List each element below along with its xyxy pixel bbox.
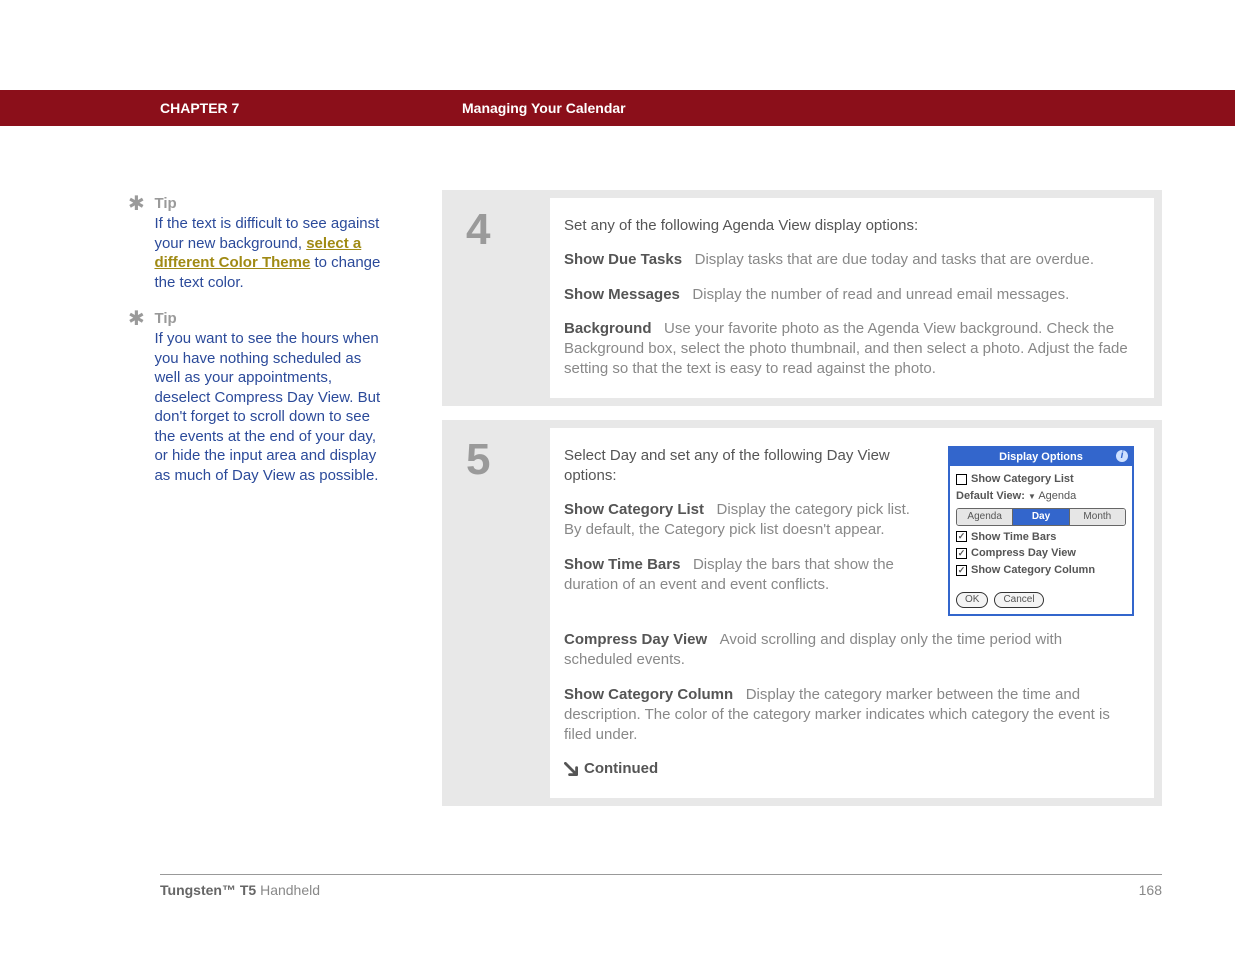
check-row: Show Time Bars (956, 530, 1126, 545)
check-row: Compress Day View (956, 546, 1126, 561)
option-label: Show Category Column (564, 686, 733, 703)
step-number: 5 (442, 420, 550, 806)
asterisk-icon: ✱ (128, 195, 150, 213)
chapter-title: Managing Your Calendar (462, 100, 626, 116)
option-label: Show Time Bars (564, 556, 680, 573)
option-row: Show Messages Display the number of read… (564, 285, 1134, 305)
info-icon[interactable]: i (1116, 450, 1128, 462)
check-row: Show Category Column (956, 563, 1126, 578)
chapter-number: CHAPTER 7 (160, 100, 239, 116)
dialog-title-text: Display Options (999, 451, 1083, 463)
default-view-value: Agenda (1038, 490, 1076, 502)
tab-agenda[interactable]: Agenda (957, 509, 1012, 525)
option-label: Show Category List (564, 501, 704, 518)
footer: Tungsten™ T5 Handheld 168 (160, 882, 1162, 898)
checkbox-show-category-list[interactable] (956, 474, 967, 485)
checkbox-show-time-bars[interactable] (956, 531, 967, 542)
step-number: 4 (442, 190, 550, 406)
step-body: Select Day and set any of the following … (550, 428, 1154, 798)
option-row: Show Time Bars Display the bars that sho… (564, 555, 930, 596)
option-label: Background (564, 320, 652, 337)
option-label: Compress Day View (564, 631, 707, 648)
footer-brand-rest: Handheld (256, 882, 320, 898)
option-label: Show Due Tasks (564, 251, 682, 268)
option-row: Compress Day View Avoid scrolling and di… (564, 630, 1134, 671)
option-desc: Display the number of read and unread em… (692, 286, 1069, 303)
option-row: Show Due Tasks Display tasks that are du… (564, 250, 1134, 270)
view-tabs: Agenda Day Month (956, 508, 1126, 526)
chevron-down-icon: ▼ (1028, 492, 1036, 501)
sidebar-tips: ✱ Tip If the text is difficult to see ag… (128, 195, 398, 503)
page-number: 168 (1139, 882, 1162, 898)
tip-block: ✱ Tip If the text is difficult to see ag… (128, 195, 398, 292)
dialog-titlebar: Display Options i (950, 448, 1132, 467)
step-4: 4 Set any of the following Agenda View d… (442, 190, 1162, 406)
checkbox-label: Compress Day View (971, 546, 1076, 561)
asterisk-icon: ✱ (128, 310, 150, 328)
checkbox-compress-day-view[interactable] (956, 548, 967, 559)
option-row: Show Category Column Display the categor… (564, 685, 1134, 746)
option-desc: Display tasks that are due today and tas… (695, 251, 1094, 268)
tip-text: If the text is difficult to see against … (154, 214, 384, 292)
step-intro: Select Day and set any of the following … (564, 446, 930, 487)
option-row: Show Category List Display the category … (564, 500, 930, 541)
chapter-header: CHAPTER 7 Managing Your Calendar (0, 90, 1235, 126)
tab-month[interactable]: Month (1069, 509, 1125, 525)
continued-arrow-icon (564, 762, 578, 776)
dialog-buttons: OK Cancel (950, 586, 1132, 614)
footer-brand-bold: Tungsten™ T5 (160, 882, 256, 898)
cancel-button[interactable]: Cancel (994, 592, 1043, 608)
footer-brand: Tungsten™ T5 Handheld (160, 882, 320, 898)
dialog-body: Show Category List Default View: ▼ Agend… (950, 466, 1132, 586)
ok-button[interactable]: OK (956, 592, 988, 608)
default-view-label: Default View: (956, 490, 1025, 502)
continued-row[interactable]: Continued (564, 759, 1134, 779)
checkbox-show-category-column[interactable] (956, 565, 967, 576)
tip-label: Tip (154, 310, 384, 327)
option-row: Background Use your favorite photo as th… (564, 319, 1134, 380)
default-view-row: Default View: ▼ Agenda (956, 489, 1126, 504)
show-category-list-row: Show Category List (956, 472, 1126, 487)
tab-day[interactable]: Day (1012, 509, 1068, 525)
option-label: Show Messages (564, 286, 680, 303)
checkbox-label: Show Time Bars (971, 530, 1056, 545)
default-view-dropdown[interactable]: ▼ Agenda (1028, 490, 1076, 502)
footer-rule (160, 874, 1162, 875)
display-options-dialog: Display Options i Show Category List Def… (948, 446, 1134, 617)
tip-label: Tip (154, 195, 384, 212)
step-intro: Set any of the following Agenda View dis… (564, 216, 1134, 236)
steps-container: 4 Set any of the following Agenda View d… (442, 190, 1162, 820)
checkbox-label: Show Category Column (971, 563, 1095, 578)
continued-label: Continued (584, 759, 658, 779)
checkbox-label: Show Category List (971, 472, 1074, 487)
step-body: Set any of the following Agenda View dis… (550, 198, 1154, 398)
step-5: 5 Select Day and set any of the followin… (442, 420, 1162, 806)
tip-text: If you want to see the hours when you ha… (154, 329, 384, 485)
tip-block: ✱ Tip If you want to see the hours when … (128, 310, 398, 485)
